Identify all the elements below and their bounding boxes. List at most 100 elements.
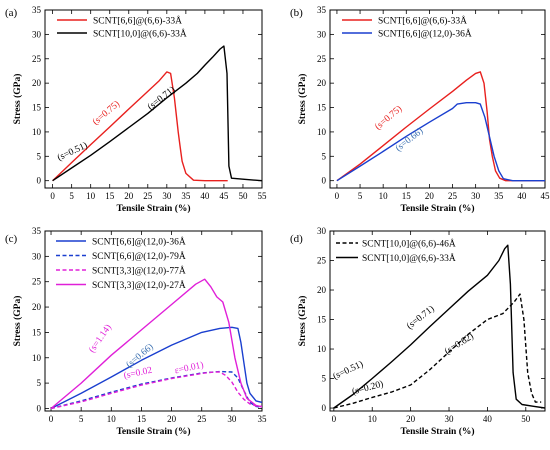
series-group (333, 244, 545, 409)
x-tick-label: 0 (49, 414, 54, 424)
legend-entry: SCNT[10,0]@(6,6)-33Å (362, 252, 456, 264)
legend-entry: SCNT[6,6]@(12,0)-79Å (92, 250, 186, 262)
x-tick-label: 20 (406, 414, 416, 424)
y-tick-label: 25 (317, 54, 327, 64)
x-tick-label: 50 (521, 414, 531, 424)
series-line (50, 371, 262, 410)
x-tick-label: 40 (200, 191, 210, 201)
legend-entry: SCNT[10,0]@(6,6)-46Å (362, 238, 456, 250)
x-tick-label: 25 (448, 191, 458, 201)
x-tick-label: 30 (471, 191, 481, 201)
series-line (336, 102, 545, 182)
x-tick-label: 35 (258, 414, 268, 424)
slope-annotation: (s=0.75) (373, 103, 405, 132)
plot-frame (329, 230, 546, 412)
x-tick-label: 20 (425, 191, 435, 201)
legend-entry: SCNT[10,0]@(6,6)-33Å (93, 28, 187, 40)
slope-annotation: (s=1.14) (87, 322, 114, 355)
series-line (333, 244, 545, 409)
y-tick-label: 35 (32, 5, 42, 15)
series-group (52, 45, 262, 182)
x-tick-label: 10 (86, 191, 96, 201)
series-group (336, 71, 545, 182)
x-tick-label: 55 (258, 191, 268, 201)
x-tick-label: 35 (494, 191, 504, 201)
x-tick-label: 0 (50, 191, 55, 201)
y-tick-label: 30 (32, 29, 42, 39)
x-tick-label: 45 (219, 191, 229, 201)
x-tick-label: 5 (69, 191, 74, 201)
x-tick-label: 0 (332, 414, 337, 424)
y-tick-label: 15 (32, 327, 42, 337)
x-tick-label: 10 (379, 191, 389, 201)
slope-annotation: (s=0.62) (443, 331, 476, 357)
panel-label: (d) (290, 233, 303, 245)
y-tick-label: 20 (317, 285, 327, 295)
y-axis-title: Stress (GPa) (297, 296, 308, 347)
slope-annotation: (s=0.51) (331, 359, 365, 382)
x-tick-label: 25 (197, 414, 207, 424)
y-axis-title: Stress (GPa) (297, 74, 308, 125)
y-tick-label: 30 (32, 251, 42, 261)
x-tick-label: 30 (445, 414, 455, 424)
panel-label: (c) (5, 233, 18, 245)
plot-frame (329, 9, 546, 189)
x-tick-label: 10 (368, 414, 378, 424)
chart-panel-3: 0 5 10 15 20 25 30 35 0 5 10 15 20 25 30 35 Tensile Stra… (5, 226, 267, 437)
y-tick-label: 35 (32, 226, 42, 236)
y-tick-label: 20 (317, 78, 327, 88)
x-tick-label: 30 (227, 414, 237, 424)
x-axis-title: Tensile Strain (%) (116, 426, 190, 437)
series-line (50, 326, 262, 410)
legend-entry: SCNT[6,6]@(12,0)-36Å (378, 28, 472, 40)
panel-label: (a) (5, 7, 18, 19)
x-tick-label: 15 (402, 191, 412, 201)
legend-entry: SCNT[6,6]@(6,6)-33Å (93, 15, 182, 27)
x-tick-label: 50 (238, 191, 248, 201)
series-group (50, 278, 262, 410)
y-tick-label: 25 (32, 277, 42, 287)
y-tick-label: 15 (317, 315, 327, 325)
series-line (50, 278, 262, 410)
slope-annotation: (s=0.66) (393, 126, 425, 154)
x-tick-label: 35 (181, 191, 191, 201)
y-tick-label: 15 (32, 103, 42, 113)
x-tick-label: 40 (483, 414, 493, 424)
series-line (333, 293, 542, 409)
legend-entry: SCNT[6,6]@(6,6)-33Å (378, 15, 467, 27)
y-tick-label: 5 (37, 151, 42, 161)
y-tick-label: 5 (322, 374, 327, 384)
panel-label: (b) (290, 7, 303, 19)
series-line (50, 370, 262, 410)
x-tick-label: 25 (143, 191, 153, 201)
y-axis-title: Stress (GPa) (12, 74, 23, 125)
x-tick-label: 20 (167, 414, 177, 424)
y-tick-label: 10 (317, 344, 327, 354)
series-line (52, 71, 228, 182)
y-tick-label: 0 (37, 176, 42, 186)
legend-entry: SCNT[6,6]@(12,0)-36Å (92, 236, 186, 248)
slope-annotation: (s=0.71) (405, 303, 437, 331)
plot-frame (44, 230, 263, 412)
x-tick-label: 40 (517, 191, 527, 201)
y-tick-label: 10 (317, 127, 327, 137)
x-tick-label: 0 (335, 191, 340, 201)
chart-panel-2: 0 5 10 15 20 25 30 35 40 45 0 5 10 15 20 25 30 35 Tensile … (290, 5, 550, 214)
y-tick-label: 0 (322, 176, 327, 186)
chart-panel-4: 0 10 20 30 40 50 0 5 10 15 20 25 30 Tensile Strain (%… (290, 226, 546, 437)
x-axis-title: Tensile Strain (%) (400, 203, 474, 214)
slope-annotation: (s=0.75) (90, 98, 122, 127)
x-tick-label: 5 (79, 414, 84, 424)
x-axis-title: Tensile Strain (%) (116, 203, 190, 214)
y-tick-label: 15 (317, 103, 327, 113)
y-tick-label: 0 (37, 403, 42, 413)
y-tick-label: 25 (317, 256, 327, 266)
chart-panel-1: 0 5 10 15 20 25 30 35 40 45 50 55 0 5 10 15 20 25 30 35 Tens… (5, 5, 267, 214)
y-axis-title: Stress (GPa) (12, 296, 23, 347)
x-tick-label: 15 (137, 414, 147, 424)
x-tick-label: 45 (541, 191, 550, 201)
x-axis-title: Tensile Strain (%) (400, 426, 474, 437)
x-tick-label: 15 (105, 191, 115, 201)
series-line (52, 45, 262, 182)
